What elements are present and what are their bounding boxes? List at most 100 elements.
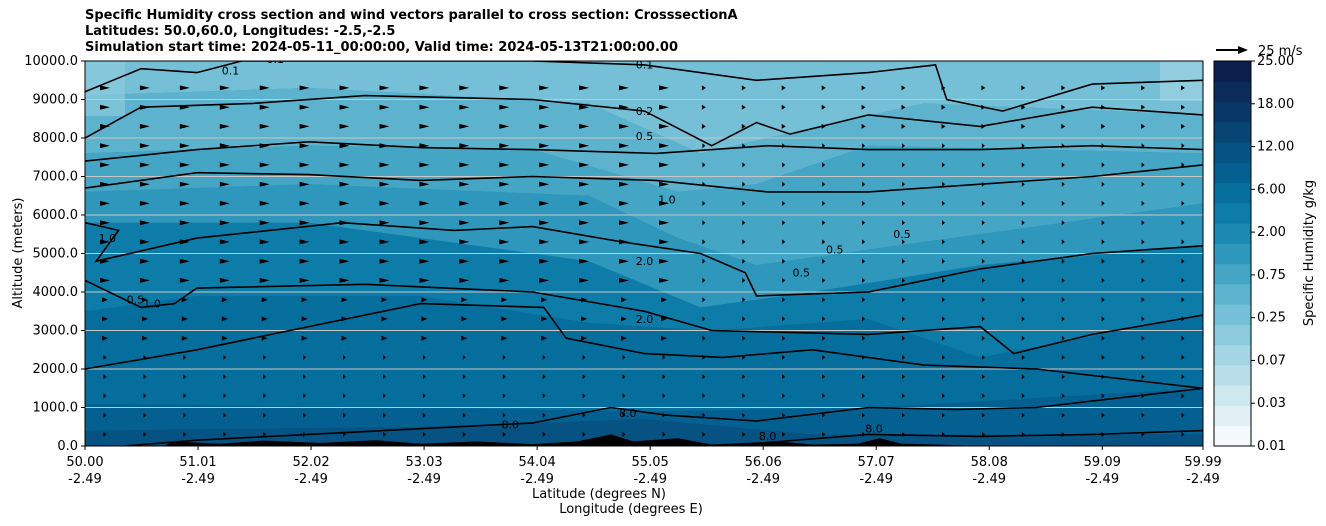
wind-arrow [299,200,310,206]
contour-label: 0.1 [222,64,240,77]
wind-arrow [1061,239,1065,245]
wind-arrow [902,220,905,226]
wind-arrow [782,143,786,149]
wind-arrow [1141,335,1145,341]
colorbar-swatch [1214,182,1251,204]
wind-arrow [622,354,626,360]
wind-arrow [1021,85,1026,91]
wind-arrow [419,277,430,283]
wind-arrow [981,123,986,129]
wind-arrow [462,412,466,418]
wind-arrow [339,200,350,206]
wind-arrow [1141,258,1145,264]
wind-arrow [822,181,826,187]
wind-arrow [339,277,350,283]
wind-arrow [782,297,786,303]
wind-arrow [219,277,230,283]
wind-arrow [343,393,346,399]
wind-arrow [619,220,629,226]
wind-arrow [102,297,108,303]
x-tick-label-lat: 51.01 [179,455,216,470]
wind-arrow [339,162,350,168]
colorbar-swatch [1214,385,1251,406]
wind-arrow [502,412,506,418]
x-tick-label-lon: -2.49 [181,472,215,487]
x-tick-label-lon: -2.49 [68,472,102,487]
humidity-contour-lines [85,61,1203,446]
wind-arrow [1141,354,1145,360]
wind-arrow [1141,297,1145,303]
wind-arrow [343,374,346,380]
wind-arrow [822,316,826,322]
wind-arrow [179,200,190,206]
wind-arrow [902,258,905,264]
wind-arrow [942,374,945,380]
field-band-u3 [85,145,1203,266]
wind-arrow [702,412,706,418]
wind-arrow [1141,85,1146,91]
wind-arrow [1021,258,1025,264]
wind-arrow [1141,431,1145,437]
wind-arrow [861,123,866,129]
wind-arrow [221,297,228,303]
wind-arrow [103,393,107,399]
wind-arrow [303,393,307,399]
wind-arrow [221,335,228,341]
wind-arrow [422,393,426,399]
wind-arrow [1061,335,1065,341]
wind-arrow [1021,374,1025,380]
wind-arrow [1141,123,1146,129]
colorbar-swatch [1214,425,1251,447]
contour-label: 1.0 [143,297,161,310]
colorbar-tick-label: 0.75 [1257,268,1286,283]
wind-arrow [459,85,470,91]
wind-arrow [219,181,230,187]
wind-arrow [459,162,470,168]
wind-arrow [661,335,667,341]
contour-label: 2.0 [636,255,654,268]
wind-arrow [902,297,905,303]
wind-arrow [1021,277,1025,283]
wind-arrow [662,412,666,418]
wind-arrow [223,393,227,399]
wind-arrow [619,104,629,110]
wind-arrow [622,374,626,380]
wind-arrow [179,143,190,149]
y-tick-label: 9000.0 [33,93,79,108]
wind-arrow [103,412,107,418]
wind-arrow [942,335,945,341]
colorbar-swatch [1214,61,1251,82]
wind-arrow [1021,335,1025,341]
contour-label: 8.0 [759,430,777,443]
y-tick-label: 3000.0 [33,324,79,339]
chart-title-line-2: Latitudes: 50.0,60.0, Longitudes: -2.5,-… [85,24,396,39]
wind-arrow [502,374,506,380]
wind-arrow [1021,162,1025,168]
wind-arrow [782,316,786,322]
wind-arrow [702,181,706,187]
wind-arrow [742,393,746,399]
wind-arrow [501,316,508,322]
wind-arrow [902,200,905,206]
wind-arrow [263,374,267,380]
field-band-surface [85,419,1203,446]
wind-arrow [942,297,945,303]
terrain-profile [85,434,1203,446]
wind-arrow [1061,354,1065,360]
wind-arrow [179,85,190,91]
wind-arrow [1141,220,1145,226]
wind-arrow [702,393,706,399]
wind-arrow [822,220,826,226]
wind-arrow [902,393,905,399]
wind-arrow [1101,374,1105,380]
wind-arrow [259,181,270,187]
wind-arrow [539,258,550,264]
wind-arrow [139,200,150,206]
wind-arrow [1181,374,1185,380]
wind-arrow [139,123,150,129]
wind-arrow [102,316,108,322]
colorbar-swatch [1214,101,1251,123]
wind-arrow [981,220,985,226]
contour-label: 0.2 [636,105,654,118]
wind-arrow [1061,393,1065,399]
